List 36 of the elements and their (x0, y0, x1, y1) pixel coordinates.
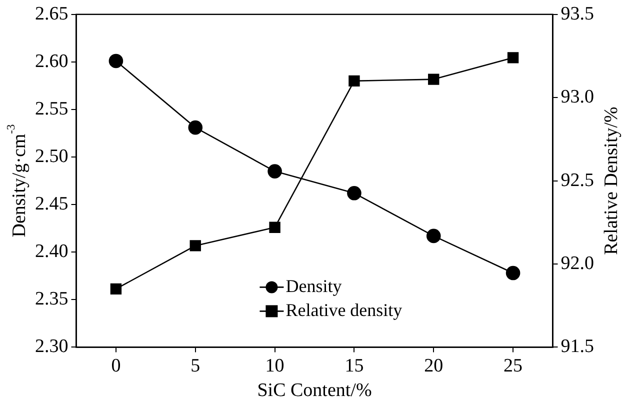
point (428, 74, 440, 85)
y-tick-label: 2.35 (35, 288, 68, 310)
point (506, 266, 520, 280)
x-axis-title: SiC Content/% (257, 380, 372, 401)
point (110, 283, 122, 295)
point (269, 222, 280, 233)
legend-label: Relative density (286, 300, 402, 320)
y-axis-title: Density/g·cm-3 (5, 124, 30, 238)
x-tick-label: 10 (265, 356, 284, 377)
y2-axis-title: Relative Density/% (600, 106, 622, 255)
x-tick-label: 15 (344, 356, 364, 377)
y2-tick-label: 91.5 (560, 336, 594, 358)
x-tick-label: 25 (504, 356, 523, 377)
y-tick-label: 2.55 (35, 98, 68, 120)
point (108, 54, 124, 68)
legend-label: Density (286, 276, 342, 296)
y-tick-label: 2.40 (35, 241, 68, 262)
y2-tick-label: 92.5 (560, 170, 594, 191)
point (188, 120, 203, 135)
y-tick-label: 2.45 (35, 194, 68, 215)
point (348, 75, 360, 87)
point (507, 52, 519, 64)
y-tick-label: 2.30 (35, 336, 68, 358)
x-tick-label: 0 (111, 356, 121, 377)
y2-tick-label: 93.5 (560, 3, 594, 24)
x-tick-label: 20 (424, 356, 444, 377)
y-tick-label: 2.65 (35, 3, 68, 24)
x-tick-label: 5 (190, 356, 200, 377)
point (268, 164, 282, 178)
point (426, 228, 441, 244)
y-tick-label: 2.50 (35, 146, 68, 168)
point (190, 240, 201, 252)
y-tick-label: 2.60 (35, 50, 68, 72)
y2-tick-label: 92.0 (560, 252, 594, 274)
y2-tick-label: 93.0 (560, 86, 594, 108)
point (347, 186, 362, 200)
